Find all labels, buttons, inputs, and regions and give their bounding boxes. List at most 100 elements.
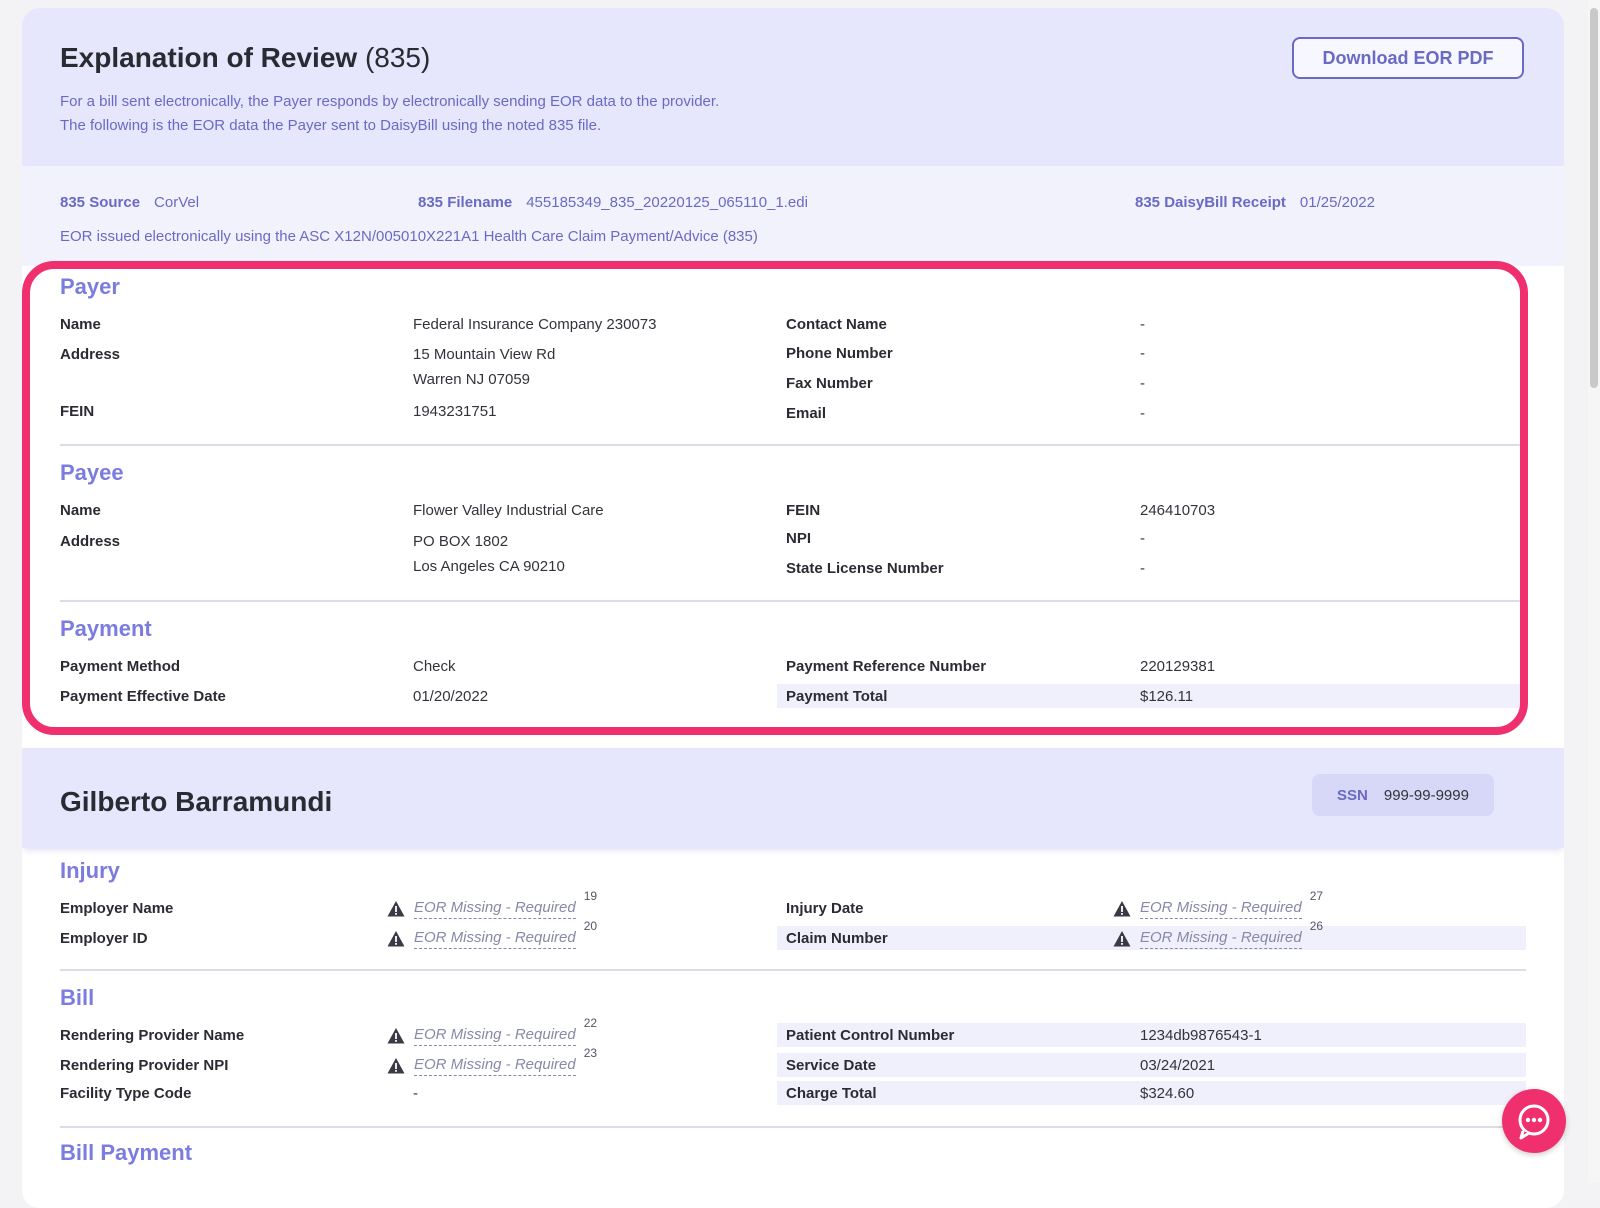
payee-heading: Payee — [60, 460, 124, 485]
divider — [60, 444, 1526, 446]
eor-description-line-2: The following is the EOR data the Payer … — [60, 117, 602, 134]
payer-email-value: - — [1140, 405, 1145, 422]
payee-name-label: Name — [60, 502, 101, 519]
rendering-provider-npi-missing[interactable]: EOR Missing - Required 23 — [387, 1046, 597, 1076]
835-source-label: 835 Source — [60, 194, 141, 211]
title-text: Explanation of Review — [60, 42, 358, 73]
bill-section: Bill Rendering Provider Name EOR Missing… — [60, 985, 1526, 1105]
scrollbar[interactable] — [1588, 0, 1600, 1183]
835-filename-value: 455185349_835_20220125_065110_1.edi — [526, 194, 808, 211]
payment-total-value: $126.11 — [1140, 688, 1194, 705]
footnote-number: 20 — [583, 919, 598, 933]
payee-fein-label: FEIN — [786, 502, 821, 519]
payee-name-value: Flower Valley Industrial Care — [413, 502, 604, 519]
missing-text: EOR Missing - Required — [414, 898, 576, 919]
payer-contact-label: Contact Name — [786, 316, 887, 333]
facility-type-code-value: - — [413, 1085, 418, 1102]
payer-address-line-2: Warren NJ 07059 — [413, 371, 530, 388]
835-filename-label: 835 Filename — [418, 194, 513, 211]
payee-npi-label: NPI — [786, 530, 812, 547]
ssn-value: 999-99-9999 — [1383, 786, 1469, 804]
835-meta: 835 Source CorVel 835 Filename 455185349_8… — [22, 166, 1564, 266]
employer-id-missing[interactable]: EOR Missing - Required 20 — [387, 919, 597, 949]
payer-email-label: Email — [786, 405, 827, 422]
charge-total-label: Charge Total — [786, 1085, 877, 1102]
footnote-number: 27 — [1309, 889, 1324, 903]
facility-type-code-label: Facility Type Code — [60, 1085, 192, 1102]
patient-name: Gilberto Barramundi — [60, 786, 333, 817]
835-source-value: CorVel — [154, 194, 200, 211]
employer-name-label: Employer Name — [60, 900, 174, 917]
payee-license-label: State License Number — [786, 560, 944, 577]
warning-triangle-icon — [1113, 901, 1131, 917]
claim-number-missing[interactable]: EOR Missing - Required 26 — [1113, 919, 1323, 949]
eor-description-line-1: For a bill sent electronically, the Paye… — [60, 93, 720, 110]
rendering-provider-name-missing[interactable]: EOR Missing - Required 22 — [387, 1016, 597, 1046]
warning-triangle-icon — [387, 931, 405, 947]
payer-fein-value: 1943231751 — [413, 403, 497, 420]
employer-name-missing[interactable]: EOR Missing - Required 19 — [387, 889, 597, 919]
footnote-number: 23 — [583, 1046, 598, 1060]
eor-description: For a bill sent electronically, the Paye… — [60, 90, 719, 138]
missing-text: EOR Missing - Required — [1140, 928, 1302, 949]
employer-id-label: Employer ID — [60, 930, 148, 947]
patient-header: Gilberto Barramundi SSN 999-99-9999 — [22, 748, 1564, 848]
pcn-row-highlight — [777, 1023, 1526, 1047]
payee-address-label: Address — [60, 533, 121, 550]
payee-address-line-1: PO BOX 1802 — [413, 533, 509, 550]
payee-license-value: - — [1140, 560, 1145, 577]
payer-fein-label: FEIN — [60, 403, 95, 420]
ssn-badge: SSN 999-99-9999 — [1312, 774, 1494, 816]
payee-address-line-2: Los Angeles CA 90210 — [413, 558, 565, 575]
charge-total-row-highlight — [777, 1081, 1526, 1105]
payer-phone-value: - — [1140, 345, 1145, 362]
payer-name-label: Name — [60, 316, 101, 333]
payment-section: Payment Payment Method Check Payment Eff… — [60, 616, 1526, 716]
patient-control-number-label: Patient Control Number — [786, 1027, 955, 1044]
injury-date-label: Injury Date — [786, 900, 864, 917]
divider — [60, 969, 1526, 971]
rendering-provider-name-label: Rendering Provider Name — [60, 1027, 245, 1044]
payer-fax-label: Fax Number — [786, 375, 873, 392]
divider — [60, 1126, 1526, 1128]
service-date-row-highlight — [777, 1053, 1526, 1077]
payer-name-value: Federal Insurance Company 230073 — [413, 316, 657, 333]
payer-heading: Payer — [60, 274, 120, 299]
warning-triangle-icon — [387, 1058, 405, 1074]
chat-bubble-icon — [1518, 1104, 1550, 1140]
injury-date-missing[interactable]: EOR Missing - Required 27 — [1113, 889, 1323, 919]
missing-text: EOR Missing - Required — [414, 1025, 576, 1046]
payer-address-line-1: 15 Mountain View Rd — [413, 346, 556, 363]
download-eor-pdf-button[interactable]: Download EOR PDF — [1292, 37, 1524, 79]
page-title: Explanation of Review (835) — [60, 42, 430, 74]
payment-heading: Payment — [60, 616, 152, 641]
payer-section: Payer Name Federal Insurance Company 230… — [60, 274, 1526, 444]
warning-triangle-icon — [387, 901, 405, 917]
scrollbar-thumb[interactable] — [1590, 8, 1598, 388]
835-filename: 835 Filename 455185349_835_20220125_06511… — [418, 194, 808, 211]
payment-method-label: Payment Method — [60, 658, 181, 675]
charge-total-value: $324.60 — [1140, 1085, 1195, 1102]
835-receipt: 835 DaisyBill Receipt 01/25/2022 — [1135, 194, 1375, 211]
service-date-value: 03/24/2021 — [1140, 1057, 1216, 1074]
claim-number-label: Claim Number — [786, 930, 888, 947]
payee-section: Payee Name Flower Valley Industrial Care… — [60, 460, 1526, 600]
payer-fax-value: - — [1140, 375, 1145, 392]
chat-button[interactable] — [1502, 1089, 1566, 1153]
divider — [60, 600, 1526, 602]
payer-contact-value: - — [1140, 316, 1145, 333]
footnote-number: 22 — [583, 1016, 598, 1030]
payment-effective-label: Payment Effective Date — [60, 688, 226, 705]
payment-method-value: Check — [413, 658, 456, 675]
warning-triangle-icon — [387, 1028, 405, 1044]
835-receipt-label: 835 DaisyBill Receipt — [1135, 194, 1286, 211]
835-note: EOR issued electronically using the ASC … — [60, 228, 758, 245]
payment-total-label: Payment Total — [786, 688, 888, 705]
injury-section: Injury Employer Name EOR Missing - Requi… — [60, 858, 1526, 968]
payment-effective-value: 01/20/2022 — [413, 688, 489, 705]
footnote-number: 26 — [1309, 919, 1324, 933]
service-date-label: Service Date — [786, 1057, 877, 1074]
warning-triangle-icon — [1113, 931, 1131, 947]
injury-heading: Injury — [60, 858, 120, 883]
payer-address-label: Address — [60, 346, 121, 363]
